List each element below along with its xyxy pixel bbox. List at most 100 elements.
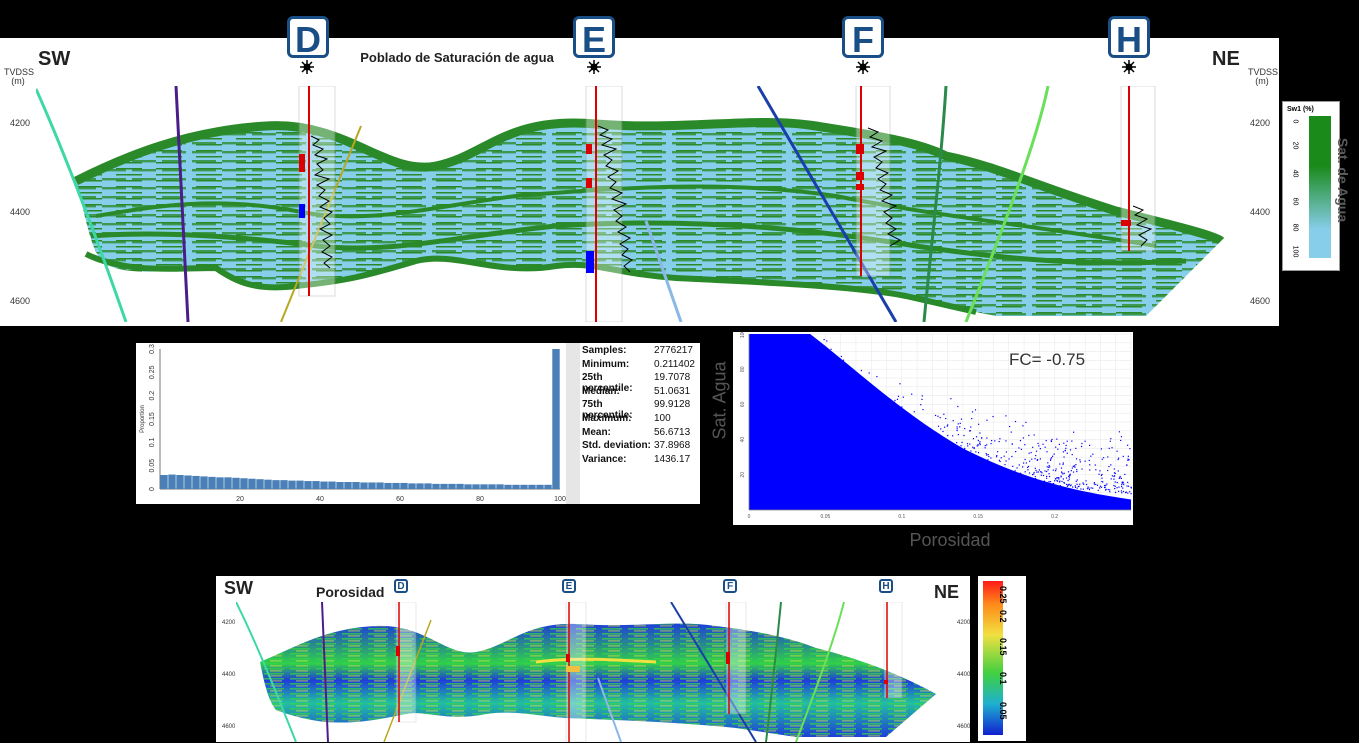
scatter-point [851, 403, 853, 405]
scatter-point [1050, 440, 1053, 443]
phi-legend-bar [983, 581, 1003, 735]
sw-legend-tick-100: 100 [1291, 245, 1299, 258]
scatter-point [836, 411, 838, 413]
scatter-point [1025, 421, 1027, 424]
scatter-point [1047, 462, 1049, 464]
scatter-point [1060, 485, 1062, 488]
scatter-point [902, 426, 904, 428]
scatter-point [1035, 478, 1037, 480]
scatter-point [1042, 474, 1045, 477]
scatter-point [999, 474, 1001, 477]
scatter-y-tick: 100 [740, 332, 746, 338]
scatter-point [823, 338, 825, 341]
scatter-y-tick: 80 [740, 366, 746, 372]
top-well-badge-H[interactable]: H [1108, 16, 1150, 60]
scatter-point [902, 396, 904, 398]
scatter-point [852, 412, 854, 414]
scatter-point [876, 376, 878, 378]
scatter-point [1130, 486, 1132, 488]
scatter-point [921, 447, 924, 449]
scatter-point [840, 371, 843, 373]
scatter-point [844, 412, 846, 415]
hist-bar [448, 483, 456, 489]
scatter-point [991, 463, 994, 466]
scatter-point [1056, 479, 1058, 482]
scatter-point [899, 446, 901, 448]
scatter-point [891, 401, 893, 403]
scatter-point [939, 439, 941, 441]
scatter-point [986, 471, 988, 474]
scatter-point [826, 396, 829, 399]
scatter-point [1088, 487, 1090, 489]
scatter-point [1072, 471, 1075, 473]
scatter-point [1087, 486, 1089, 488]
scatter-point [970, 463, 973, 465]
scatter-point [870, 397, 872, 399]
scatter-point [979, 432, 981, 434]
scatter-point [956, 429, 958, 432]
scatter-point [869, 431, 871, 433]
bottom-well-badge-H[interactable]: H [879, 579, 893, 593]
scatter-point [1106, 483, 1108, 485]
scatter-point [1098, 473, 1100, 475]
scatter-point [1008, 458, 1010, 460]
scatter-point [973, 460, 975, 462]
stat-value: 99.9128 [654, 399, 691, 411]
scatter-point [848, 392, 850, 394]
scatter-point [1069, 474, 1071, 476]
scatter-point [892, 436, 894, 439]
bottom-well-badge-D[interactable]: D [394, 579, 408, 593]
scatter-point [863, 419, 866, 421]
scatter-point [967, 459, 969, 461]
scatter-point [963, 459, 965, 461]
histogram-scroll-strip[interactable] [566, 343, 580, 504]
scatter-point [1005, 415, 1007, 417]
top-well-badge-D[interactable]: D [287, 16, 329, 60]
scatter-point [1051, 438, 1053, 441]
scatter-point [1043, 480, 1045, 482]
top-section-plot [36, 86, 1225, 322]
scatter-point [1046, 466, 1048, 468]
scatter-point [1025, 462, 1027, 464]
scatter-point [1122, 482, 1124, 484]
top-well-badge-E[interactable]: E [573, 16, 615, 60]
scatter-point [831, 366, 833, 368]
bottom-well-badge-F[interactable]: F [723, 579, 737, 593]
top-well-badge-F[interactable]: F [842, 16, 884, 60]
scatter-point [970, 450, 972, 452]
scatter-point [1012, 470, 1014, 473]
scatter-point [1122, 481, 1124, 483]
scatter-point [959, 422, 961, 424]
scatter-point [1034, 476, 1036, 478]
scatter-point [986, 444, 988, 446]
scatter-point [817, 368, 819, 370]
scatter-point [1123, 483, 1125, 486]
scatter-point [825, 394, 827, 396]
scatter-point [857, 416, 859, 418]
scatter-point [956, 426, 958, 428]
scatter-point [864, 427, 866, 429]
stat-key: Minimum: [582, 358, 630, 370]
scatter-point [916, 452, 918, 455]
bottom-well-badge-E[interactable]: E [562, 579, 576, 593]
scatter-point [873, 392, 876, 394]
scatter-point [883, 423, 885, 425]
scatter-point [1024, 477, 1027, 479]
scatter-point [826, 340, 828, 342]
scatter-point [853, 421, 855, 424]
scatter-point [1069, 473, 1071, 475]
hist-bar [200, 476, 208, 489]
scatter-point [1071, 440, 1073, 442]
scatter-point [1035, 454, 1037, 457]
scatter-point [898, 429, 900, 432]
scatter-point [1120, 439, 1122, 442]
scatter-point [947, 461, 949, 463]
scatter-point [960, 460, 962, 462]
scatter-point [839, 409, 841, 411]
scatter-point [865, 428, 867, 430]
scatter-point [976, 466, 978, 468]
scatter-point [1003, 475, 1005, 477]
scatter-point [939, 417, 941, 419]
bottom-right-direction: NE [934, 582, 960, 602]
top-horizon-bottom [84, 251, 977, 315]
